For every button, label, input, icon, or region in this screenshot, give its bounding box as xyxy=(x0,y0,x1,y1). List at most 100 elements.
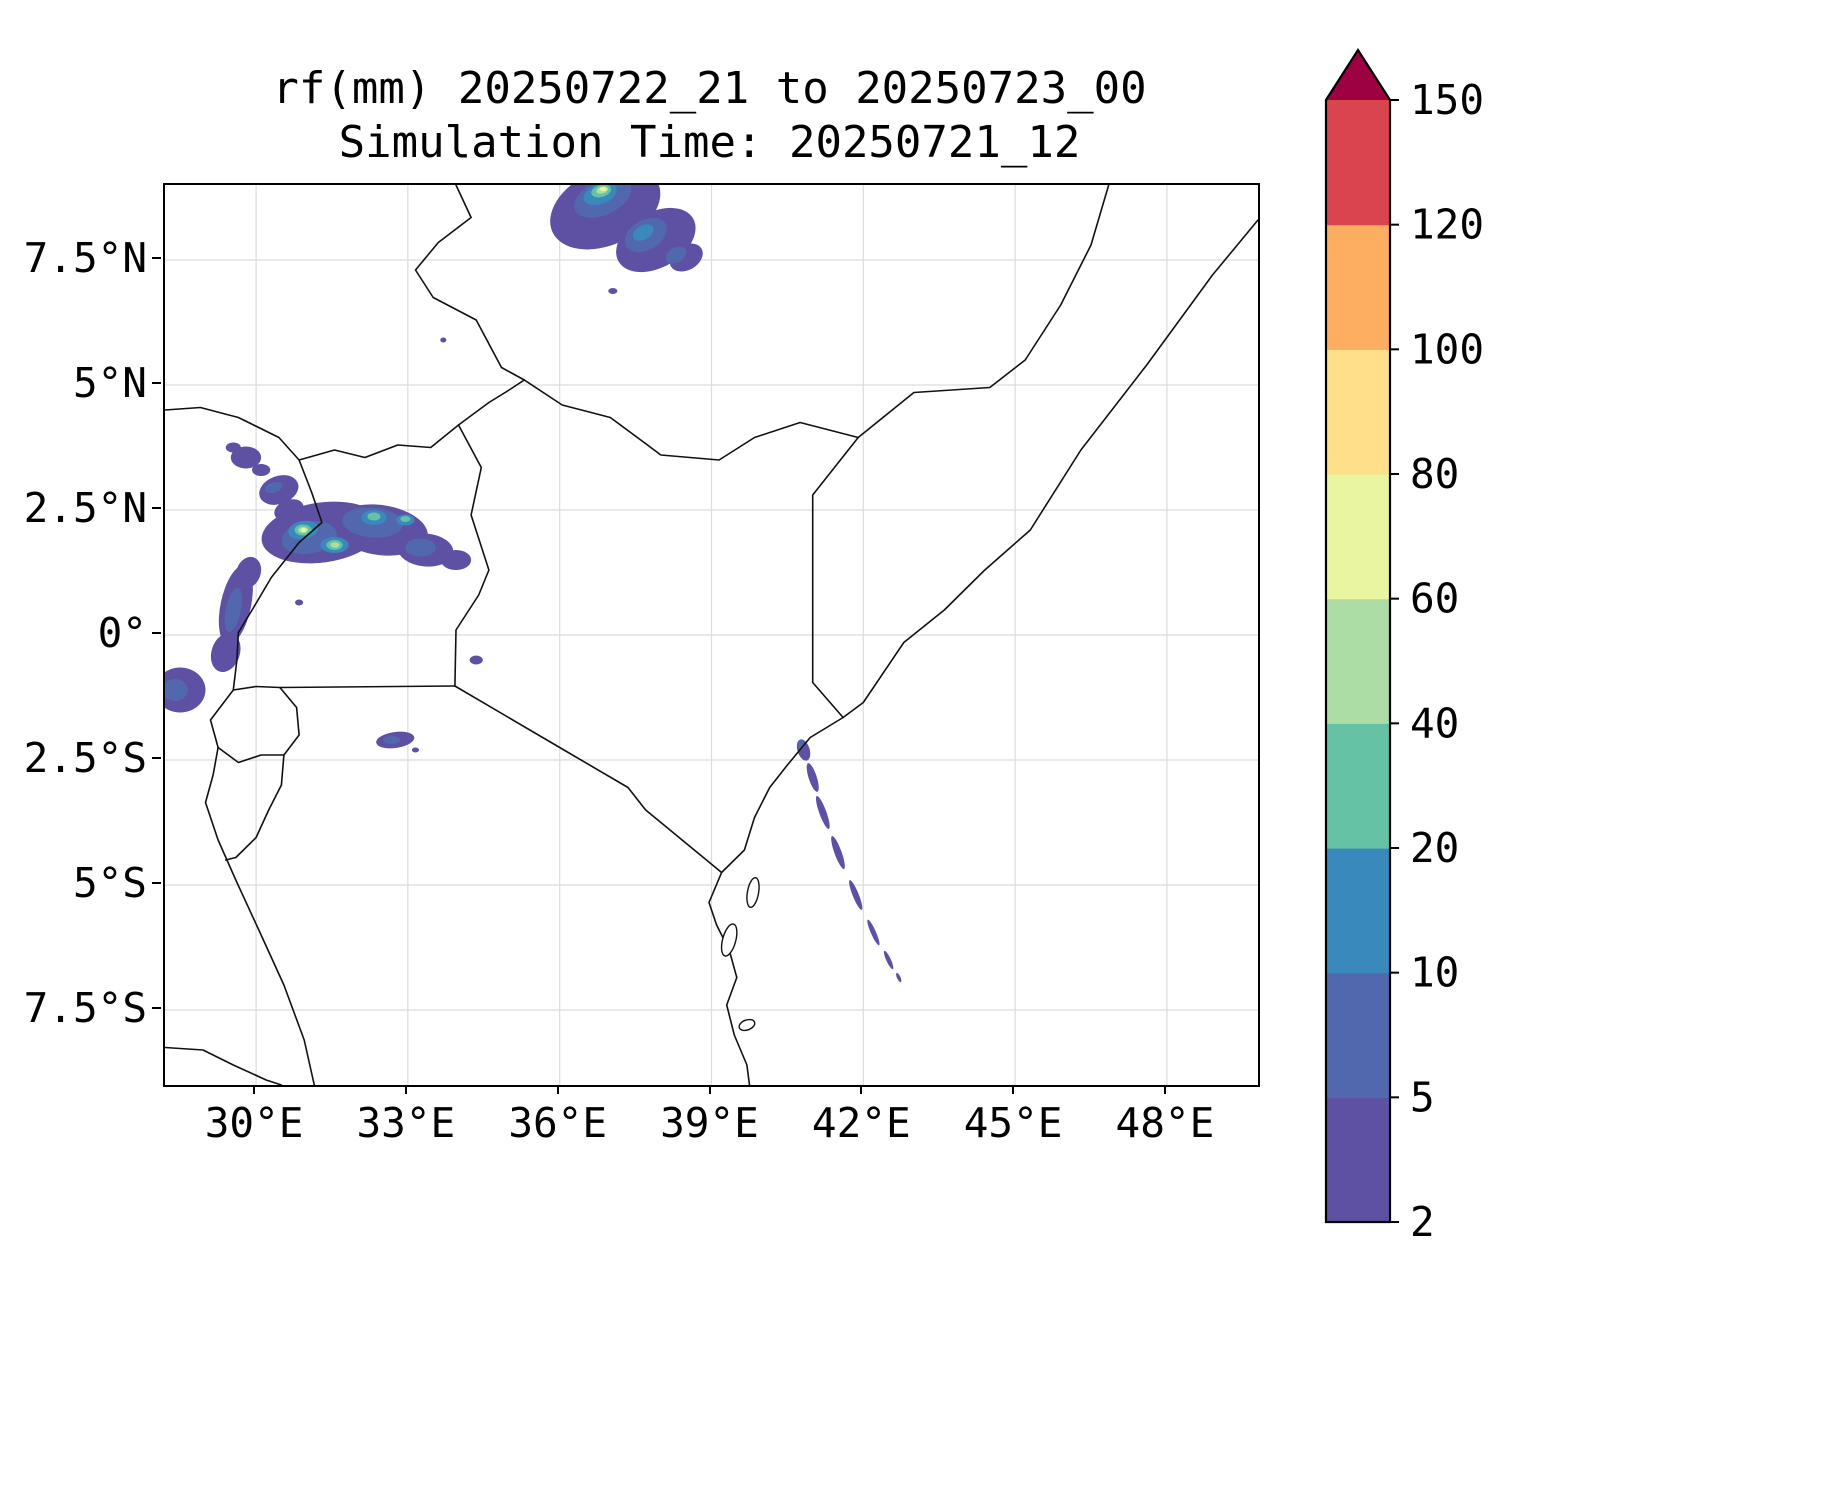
rain-cell xyxy=(300,528,307,532)
border-kenya-somalia xyxy=(811,436,860,719)
border-ethiopia-somalia xyxy=(857,185,1110,439)
rain-cell xyxy=(806,763,819,792)
colorbar-tick-label: 20 xyxy=(1410,824,1459,872)
colorbar-segment xyxy=(1326,598,1390,724)
x-tick-label: 45°E xyxy=(963,1099,1063,1147)
island-pemba xyxy=(746,876,760,909)
y-tick-mark xyxy=(152,882,161,884)
border-uganda-tanzania xyxy=(279,685,456,689)
y-tick-mark xyxy=(152,382,161,384)
border-ethiopia-kenya xyxy=(523,379,860,461)
border-uganda-rwanda xyxy=(232,685,281,691)
rain-cell xyxy=(599,186,607,192)
rain-cell xyxy=(608,288,618,294)
rain-cell xyxy=(367,512,381,521)
colorbar-tick-label: 100 xyxy=(1410,325,1484,373)
y-tick-mark xyxy=(152,632,161,634)
rain-cell xyxy=(883,950,894,970)
colorbar-segment xyxy=(1326,224,1390,350)
rain-cell xyxy=(849,880,863,910)
rain-cell xyxy=(330,542,340,548)
rain-cell xyxy=(210,632,241,673)
colorbar-segment xyxy=(1326,972,1390,1098)
border-indian-ocean-coast xyxy=(708,219,1258,1085)
y-tick-mark xyxy=(152,257,161,259)
colorbar-segment xyxy=(1326,723,1390,849)
y-tick-mark xyxy=(152,1007,161,1009)
colorbar-tick-label: 80 xyxy=(1410,450,1459,498)
y-tick-mark xyxy=(152,507,161,509)
rain-cell xyxy=(274,499,304,521)
y-tick-mark xyxy=(152,757,161,759)
x-tick-mark xyxy=(253,1085,256,1094)
border-drc-lake-tanganyika xyxy=(204,689,316,1085)
border-southsudan-ethiopia xyxy=(414,185,526,381)
rain-cell xyxy=(165,679,188,701)
y-tick-label: 5°N xyxy=(72,359,147,407)
x-tick-mark xyxy=(860,1085,863,1094)
title-block: rf(mm) 20250722_21 to 20250723_00 Simula… xyxy=(163,62,1256,170)
x-tick-mark xyxy=(1163,1085,1166,1094)
rain-cell xyxy=(265,481,283,494)
border-southsudan-uganda-kenya xyxy=(165,379,526,461)
y-tick-label: 0° xyxy=(97,609,147,657)
rain-cell xyxy=(798,740,806,750)
border-uganda-kenya xyxy=(454,424,490,687)
x-tick-label: 39°E xyxy=(660,1099,759,1147)
colorbar: 2 5 10 20 40 60 80 100 120 150 xyxy=(1324,47,1484,1246)
rain-cell xyxy=(252,464,271,476)
border-drc-uganda xyxy=(232,459,323,691)
rain-cell xyxy=(469,655,483,665)
colorbar-tick-label: 60 xyxy=(1410,575,1459,623)
plot-subtitle: Simulation Time: 20250721_12 xyxy=(338,117,1081,168)
rain-cell xyxy=(383,736,401,744)
y-tick-label: 2.5°S xyxy=(23,734,147,782)
colorbar-segment xyxy=(1326,100,1390,226)
x-tick-label: 48°E xyxy=(1115,1099,1215,1147)
border-rwanda-burundi-east xyxy=(224,686,300,861)
colorbar-tick-label: 2 xyxy=(1410,1198,1435,1246)
x-tick-label: 30°E xyxy=(204,1099,304,1147)
y-tick-label: 2.5°N xyxy=(23,484,147,532)
colorbar-segment xyxy=(1326,1097,1390,1223)
map-canvas xyxy=(165,185,1258,1085)
rain-cell xyxy=(400,516,411,522)
rain-cell xyxy=(225,442,241,453)
border-kenya-tanzania xyxy=(454,685,723,874)
colorbar-tick-label: 10 xyxy=(1410,949,1459,997)
rain-cell xyxy=(632,224,654,241)
rain-cell xyxy=(411,747,420,753)
rain-cell xyxy=(831,836,845,869)
y-tick-label: 7.5°N xyxy=(23,234,147,282)
colorbar-segment xyxy=(1326,848,1390,974)
island-mafia xyxy=(738,1018,756,1032)
rain-cell xyxy=(556,197,573,208)
colorbar-segment xyxy=(1326,474,1390,600)
colorbar-outline xyxy=(1324,47,1392,1224)
rain-cell xyxy=(815,796,830,829)
x-tick-mark xyxy=(708,1085,711,1094)
rain-cell xyxy=(867,919,880,946)
colorbar-segment xyxy=(1326,349,1390,475)
x-tick-mark xyxy=(1012,1085,1015,1094)
rain-cell xyxy=(440,337,447,343)
x-tick-label: 33°E xyxy=(356,1099,456,1147)
rain-cell xyxy=(896,972,902,983)
rain-cell xyxy=(440,550,472,570)
y-tick-label: 7.5°S xyxy=(23,984,147,1032)
rain-cell xyxy=(405,538,436,557)
rain-cell xyxy=(665,246,687,264)
x-tick-mark xyxy=(404,1085,407,1094)
rain-cell xyxy=(230,446,262,469)
colorbar-tick-label: 5 xyxy=(1410,1073,1435,1121)
border-rwanda-burundi xyxy=(217,746,285,764)
map-plot-area xyxy=(163,183,1260,1087)
border-drc-zambia-tanzania xyxy=(165,1046,283,1085)
island-zanzibar xyxy=(720,923,738,957)
colorbar-tick-label: 150 xyxy=(1410,76,1484,124)
rain-cell xyxy=(295,599,304,606)
colorbar-extend-triangle xyxy=(1326,50,1390,100)
plot-title: rf(mm) 20250722_21 to 20250723_00 xyxy=(272,63,1147,114)
x-tick-label: 42°E xyxy=(811,1099,911,1147)
x-tick-label: 36°E xyxy=(508,1099,608,1147)
